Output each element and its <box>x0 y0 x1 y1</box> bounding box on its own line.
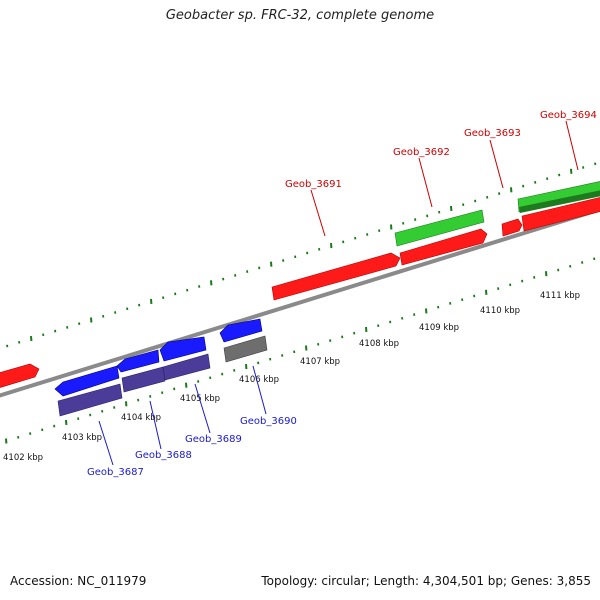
tick-row-upper <box>6 162 597 348</box>
label-leader-lines <box>98 120 579 466</box>
forward-genes <box>0 197 600 389</box>
leader-line-geob-3691 <box>310 189 326 237</box>
cds-geob-3687[interactable] <box>57 383 123 417</box>
gene-arrow-geob-3692[interactable] <box>399 228 488 266</box>
gene-label-geob-3692[interactable]: Geob_3692 <box>393 147 450 158</box>
leader-line-geob-3687 <box>98 420 114 466</box>
rna-gene-geob-3692[interactable] <box>394 209 485 247</box>
kbp-label-4107: 4107 kbp <box>300 357 340 367</box>
cds-geob-3689[interactable] <box>162 353 211 381</box>
leader-line-geob-3692 <box>418 157 433 208</box>
kbp-label-4104: 4104 kbp <box>121 413 161 423</box>
kbp-label-4103: 4103 kbp <box>62 433 102 443</box>
leader-line-geob-3693 <box>489 139 504 189</box>
gene-label-geob-3694[interactable]: Geob_3694 <box>540 110 597 121</box>
gene-arrow-geob-3691[interactable] <box>271 252 401 301</box>
gene-arrow-geob-3687[interactable] <box>54 365 120 397</box>
gene-label-geob-3687[interactable]: Geob_3687 <box>87 467 144 478</box>
reverse-genes <box>54 318 268 417</box>
kbp-label-4111: 4111 kbp <box>540 291 580 301</box>
kbp-label-4108: 4108 kbp <box>359 339 399 349</box>
gene-label-geob-3693[interactable]: Geob_3693 <box>464 128 521 139</box>
rna-gene-stripe <box>519 190 600 213</box>
gene-arrow-geob-3693[interactable] <box>501 218 523 237</box>
map-title: Geobacter sp. FRC-32, complete genome <box>165 8 435 23</box>
gene-arrow-geob-3694[interactable] <box>521 197 600 232</box>
genome-summary-text: Topology: circular; Length: 4,304,501 bp… <box>261 574 591 588</box>
gene-arrow-forward-left[interactable] <box>0 363 40 389</box>
kbp-label-4106: 4106 kbp <box>239 375 279 385</box>
gene-labels: Geob_3691 Geob_3692 Geob_3693 Geob_3694 … <box>87 110 597 478</box>
gene-arrow-geob-3688[interactable] <box>116 349 160 373</box>
leader-line-geob-3694 <box>565 120 579 171</box>
rna-genes <box>394 181 600 247</box>
leader-line-geob-3688 <box>149 400 162 450</box>
leader-line-geob-3689 <box>194 383 211 434</box>
genome-backbone <box>0 207 600 398</box>
gene-label-geob-3688[interactable]: Geob_3688 <box>135 450 192 461</box>
gene-label-geob-3689[interactable]: Geob_3689 <box>185 434 242 445</box>
kbp-label-4110: 4110 kbp <box>480 306 520 316</box>
accession-text: Accession: NC_011979 <box>10 574 147 588</box>
leader-line-geob-3690 <box>252 365 267 415</box>
gene-label-geob-3691[interactable]: Geob_3691 <box>285 179 342 190</box>
pseudo-geob-3690[interactable] <box>223 335 268 363</box>
kbp-label-4102: 4102 kbp <box>3 453 43 463</box>
cds-geob-3688[interactable] <box>121 366 166 393</box>
gene-arrow-geob-3689[interactable] <box>159 336 207 362</box>
tick-row-lower <box>5 257 596 444</box>
gene-arrow-geob-3690[interactable] <box>219 318 263 343</box>
kbp-label-4109: 4109 kbp <box>419 323 459 333</box>
gene-label-geob-3690[interactable]: Geob_3690 <box>240 416 297 427</box>
